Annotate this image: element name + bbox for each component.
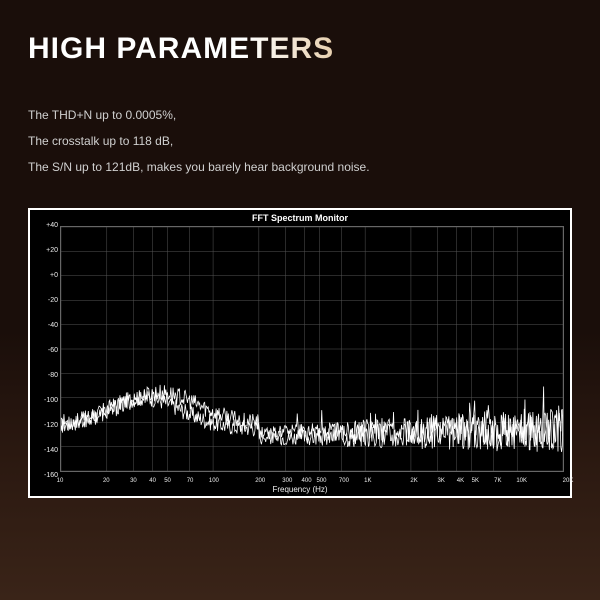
chart-ytick: -100 xyxy=(34,397,58,404)
chart-ytick: -20 xyxy=(34,297,58,304)
chart-ytick: -80 xyxy=(34,372,58,379)
chart-xtick: 7K xyxy=(494,478,501,484)
chart-xtick: 500 xyxy=(316,478,326,484)
page-title: HIGH PARAMETERS xyxy=(28,32,572,66)
chart-xtick: 30 xyxy=(130,478,137,484)
fft-spectrum-chart: FFT Spectrum Monitor +40 +20 +0 -20 -40 -60 -8… xyxy=(28,208,572,498)
chart-plot-area xyxy=(60,226,564,472)
chart-ytick: -160 xyxy=(34,472,58,479)
chart-xtick: 10K xyxy=(516,478,527,484)
chart-xtick: 5K xyxy=(472,478,479,484)
chart-xtick: 1K xyxy=(364,478,371,484)
spec-crosstalk: The crosstalk up to 118 dB, xyxy=(28,134,572,148)
chart-ytick: -40 xyxy=(34,322,58,329)
chart-xtick: 20 xyxy=(103,478,110,484)
chart-ytick: -120 xyxy=(34,422,58,429)
chart-xtick: 200 xyxy=(255,478,265,484)
chart-xtick: 4K xyxy=(457,478,464,484)
chart-xtick: 10 xyxy=(57,478,64,484)
chart-title: FFT Spectrum Monitor xyxy=(30,213,570,223)
chart-xtick: 50 xyxy=(164,478,171,484)
chart-xtick: 70 xyxy=(187,478,194,484)
spec-snr: The S/N up to 121dB, makes you barely he… xyxy=(28,160,572,174)
chart-xtick: 3K xyxy=(438,478,445,484)
spec-list: The THD+N up to 0.0005%, The crosstalk u… xyxy=(28,108,572,174)
chart-ytick: +40 xyxy=(34,222,58,229)
chart-xtick: 2K xyxy=(410,478,417,484)
chart-xtick: 400 xyxy=(302,478,312,484)
chart-ytick: +0 xyxy=(34,272,58,279)
chart-xtick: 20K xyxy=(563,478,574,484)
spec-thdn: The THD+N up to 0.0005%, xyxy=(28,108,572,122)
chart-svg xyxy=(61,227,563,471)
chart-xtick: 700 xyxy=(339,478,349,484)
chart-ytick: -140 xyxy=(34,447,58,454)
chart-ytick: +20 xyxy=(34,247,58,254)
chart-xlabel: Frequency (Hz) xyxy=(30,485,570,494)
chart-xtick: 300 xyxy=(282,478,292,484)
chart-xtick: 40 xyxy=(149,478,156,484)
chart-ytick: -60 xyxy=(34,347,58,354)
chart-xtick: 100 xyxy=(209,478,219,484)
